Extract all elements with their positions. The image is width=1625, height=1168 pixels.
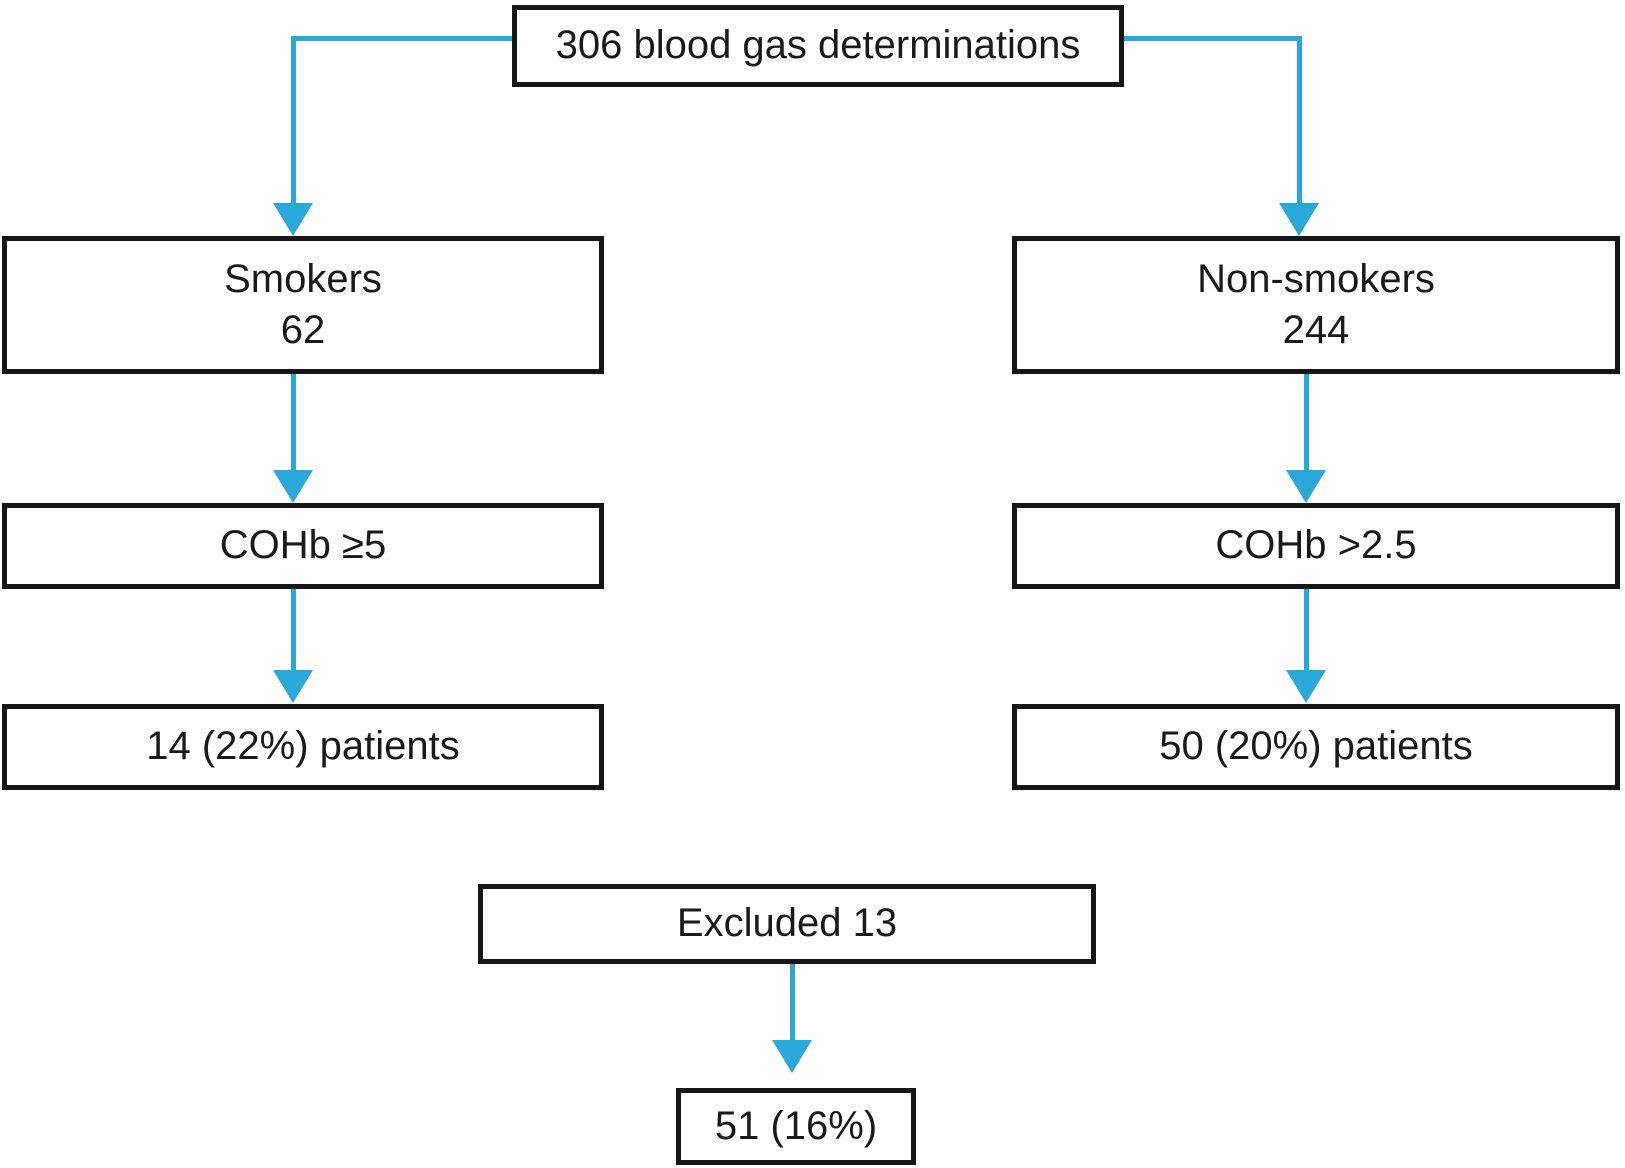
node-label: 306 blood gas determinations xyxy=(555,23,1081,68)
node-value: 244 xyxy=(1282,308,1350,352)
node-label: COHb ≥5 xyxy=(219,523,387,568)
node-label: Smokers xyxy=(224,256,382,301)
connector-nonsmokers-to-cohb xyxy=(1304,374,1309,470)
node-blood-gas-determinations: 306 blood gas determinations xyxy=(512,5,1124,87)
connector-root-to-nonsmokers-vertical xyxy=(1297,36,1302,203)
arrowhead-cohb-to-patients-left xyxy=(273,670,313,703)
arrowhead-nonsmokers-to-cohb xyxy=(1286,470,1326,503)
connector-smokers-to-cohb xyxy=(291,374,296,470)
node-label: 51 (16%) xyxy=(714,1103,878,1148)
node-cohb-ge-5: COHb ≥5 xyxy=(2,503,604,589)
node-label: COHb >2.5 xyxy=(1215,523,1417,568)
node-patients-smokers: 14 (22%) patients xyxy=(2,704,604,790)
connector-cohb-to-patients-left xyxy=(291,589,296,670)
node-excluded: Excluded 13 xyxy=(478,884,1096,964)
node-result: 51 (16%) xyxy=(676,1088,916,1165)
connector-root-to-smokers-vertical xyxy=(291,36,296,203)
node-label: Excluded 13 xyxy=(676,901,898,946)
node-label: 14 (22%) patients xyxy=(146,724,460,769)
node-cohb-gt-2-5: COHb >2.5 xyxy=(1012,503,1620,589)
node-smokers: Smokers 62 xyxy=(2,236,604,374)
connector-root-to-smokers-horizontal xyxy=(291,36,512,41)
node-value: 62 xyxy=(280,308,326,352)
arrowhead-root-to-nonsmokers xyxy=(1279,203,1319,236)
arrowhead-excluded-to-result xyxy=(772,1040,812,1073)
node-non-smokers: Non-smokers 244 xyxy=(1012,236,1620,374)
arrowhead-smokers-to-cohb xyxy=(273,470,313,503)
connector-root-to-nonsmokers-horizontal xyxy=(1124,36,1302,41)
connector-excluded-to-result xyxy=(790,964,795,1040)
connector-cohb-to-patients-right xyxy=(1304,589,1309,670)
node-label: Non-smokers xyxy=(1197,256,1435,301)
arrowhead-root-to-smokers xyxy=(273,203,313,236)
node-patients-non-smokers: 50 (20%) patients xyxy=(1012,704,1620,790)
node-label: 50 (20%) patients xyxy=(1159,724,1473,769)
arrowhead-cohb-to-patients-right xyxy=(1286,670,1326,703)
